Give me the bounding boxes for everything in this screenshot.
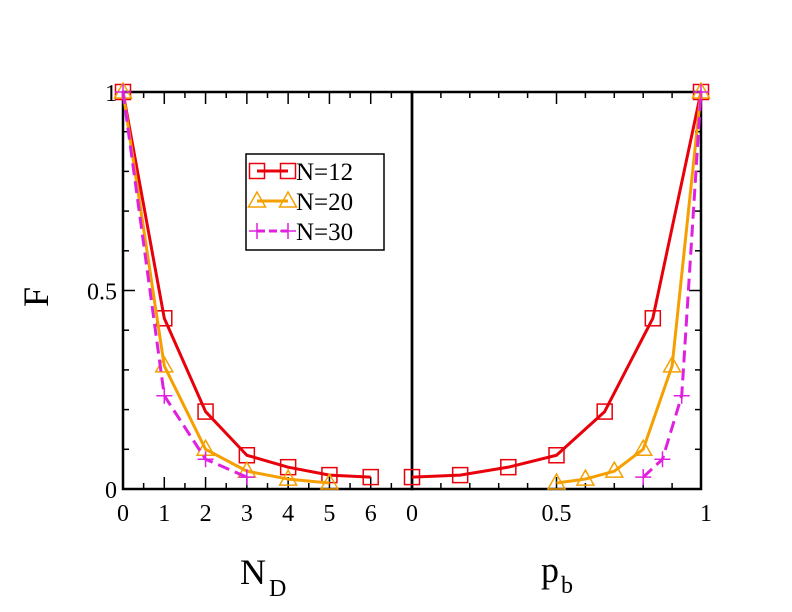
y-axis-label: F <box>16 287 56 307</box>
left-x-tick-label-6: 6 <box>365 501 377 527</box>
legend-marker-left-N=12 <box>248 162 266 180</box>
right-point-N=12-5 <box>644 310 662 327</box>
right-point-N=30-3 <box>693 84 709 100</box>
right-series-N=30 <box>635 84 709 486</box>
right-series-layer <box>403 81 711 490</box>
legend-entries: N=12 N=20 N=30 <box>247 159 353 246</box>
right-x-tick-label-0: 0 <box>406 501 418 527</box>
left-line-N=30 <box>121 91 248 479</box>
right-point-N=30-0 <box>635 469 652 486</box>
left-x-tick-label-1: 1 <box>158 501 170 527</box>
legend-label-N=12: N=12 <box>296 159 353 186</box>
left-x-axis-label-subscript: D <box>269 576 286 602</box>
left-point-N=12-4 <box>279 458 297 476</box>
right-x-tick-label-0.5: 0.5 <box>542 501 572 527</box>
left-series-N=12 <box>114 83 379 486</box>
legend-marker-left-N=30 <box>249 223 265 239</box>
right-x-tick-label-1: 1 <box>700 501 712 527</box>
right-point-N=20-3 <box>633 438 653 457</box>
left-point-N=30-3 <box>238 469 255 486</box>
y-tick-label-0.5: 0.5 <box>87 280 117 306</box>
legend-entry-N=12: N=12 <box>248 159 353 186</box>
legend-label-N=20: N=20 <box>296 189 353 216</box>
legend-marker-left-N=20 <box>247 190 267 208</box>
left-x-tick-label-4: 4 <box>282 501 294 527</box>
right-point-N=30-2 <box>673 387 690 404</box>
right-point-N=12-0 <box>403 468 421 486</box>
right-line-N=30 <box>642 91 703 479</box>
y-tick-label-1: 1 <box>105 81 117 107</box>
left-point-N=30-1 <box>156 387 173 404</box>
left-ticks <box>122 91 393 490</box>
right-point-N=20-1 <box>575 468 596 486</box>
left-point-N=12-2 <box>197 403 214 420</box>
left-x-tick-label-3: 3 <box>241 501 253 527</box>
left-point-N=20-4 <box>278 468 298 486</box>
right-line-N=12 <box>411 91 703 479</box>
right-point-N=20-4 <box>662 355 682 373</box>
right-panel: 0 0.5 1 p b <box>403 81 712 599</box>
right-x-axis-label-subscript: b <box>561 573 573 599</box>
left-x-axis-label: N <box>240 552 266 592</box>
left-x-tick-label-2: 2 <box>200 501 212 527</box>
left-point-N=20-5 <box>319 472 340 490</box>
y-tick-label-0: 0 <box>105 478 117 504</box>
left-x-tick-labels: 0 1 2 3 4 5 6 <box>117 501 377 527</box>
left-point-N=30-2 <box>197 451 214 468</box>
legend-label-N=30: N=30 <box>296 219 353 246</box>
left-x-tick-label-0: 0 <box>117 501 129 527</box>
legend-marker-right-N=12 <box>279 162 297 180</box>
right-x-axis-label: p <box>541 550 559 590</box>
left-plot-frame <box>121 90 414 491</box>
right-point-N=20-2 <box>604 460 625 478</box>
right-point-N=20-0 <box>546 472 567 490</box>
right-point-N=30-1 <box>654 451 671 468</box>
left-x-tick-label-5: 5 <box>323 501 335 527</box>
right-point-N=12-3 <box>548 447 565 464</box>
right-line-N=20 <box>556 91 703 485</box>
left-point-N=30-0 <box>115 84 131 100</box>
left-y-tick-labels: 00.51 <box>87 81 117 504</box>
right-series-N=12 <box>403 83 710 486</box>
right-point-N=12-4 <box>596 403 613 420</box>
right-point-N=12-1 <box>451 466 469 484</box>
left-line-N=12 <box>121 91 371 479</box>
legend-entry-N=20: N=20 <box>247 189 353 216</box>
left-series-N=20 <box>113 81 340 490</box>
right-point-N=12-2 <box>500 458 517 476</box>
legend-entry-N=30: N=30 <box>249 219 353 246</box>
left-series-layer <box>113 81 379 490</box>
left-point-N=12-6 <box>362 468 379 486</box>
legend-marker-right-N=20 <box>278 190 298 208</box>
left-series-N=30 <box>115 84 255 486</box>
legend: N=12 N=20 N=30 <box>245 153 385 251</box>
right-series-N=20 <box>546 81 711 490</box>
right-x-tick-labels: 0 0.5 1 <box>406 501 712 527</box>
legend-marker-right-N=30 <box>280 223 296 239</box>
left-line-N=20 <box>121 91 330 485</box>
